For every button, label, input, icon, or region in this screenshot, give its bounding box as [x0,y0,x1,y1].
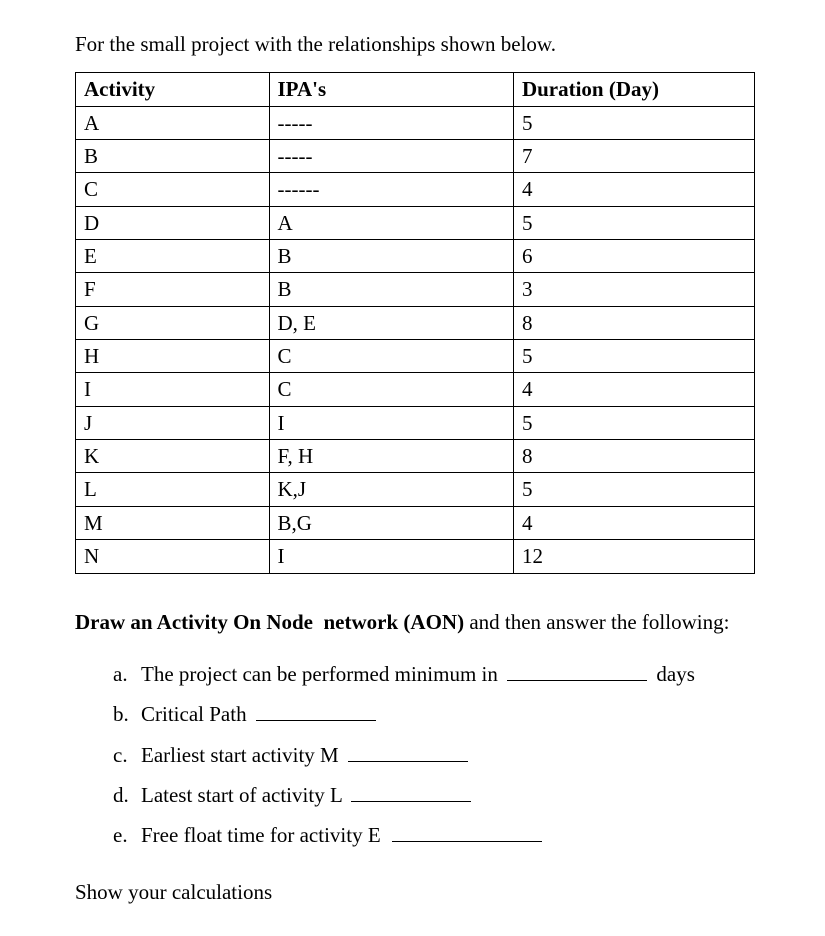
table-row: C------4 [76,173,755,206]
cell-duration: 4 [513,173,754,206]
cell-duration: 5 [513,340,754,373]
col-header-activity: Activity [76,73,270,106]
cell-ipa: ----- [269,106,513,139]
cell-duration: 8 [513,306,754,339]
blank-line [256,701,376,721]
table-row: FB3 [76,273,755,306]
table-row: LK,J5 [76,473,755,506]
cell-ipa: I [269,540,513,573]
question-text-after: days [656,662,695,686]
question-text: Earliest start activity M [141,743,339,767]
question-a: a. The project can be performed minimum … [113,660,755,688]
cell-ipa: ------ [269,173,513,206]
col-header-ipa: IPA's [269,73,513,106]
question-text: Free float time for activity E [141,823,381,847]
question-d: d. Latest start of activity L [113,781,755,809]
blank-line [348,742,468,762]
cell-duration: 4 [513,373,754,406]
question-text: Latest start of activity L [141,783,342,807]
table-row: MB,G4 [76,506,755,539]
cell-activity: K [76,440,270,473]
cell-ipa: C [269,340,513,373]
table-row: HC5 [76,340,755,373]
cell-activity: H [76,340,270,373]
cell-activity: L [76,473,270,506]
blank-line [351,782,471,802]
cell-ipa: A [269,206,513,239]
cell-activity: J [76,406,270,439]
questions-list: a. The project can be performed minimum … [75,660,755,850]
table-row: IC4 [76,373,755,406]
cell-ipa: I [269,406,513,439]
table-row: EB6 [76,240,755,273]
col-header-duration: Duration (Day) [513,73,754,106]
intro-text: For the small project with the relations… [75,30,755,58]
blank-line [392,822,542,842]
instruction-text: Draw an Activity On Node network (AON) a… [75,608,755,636]
question-marker: a. [113,660,128,688]
cell-activity: N [76,540,270,573]
table-row: NI12 [76,540,755,573]
question-marker: c. [113,741,128,769]
cell-duration: 12 [513,540,754,573]
question-text: Critical Path [141,702,247,726]
cell-activity: A [76,106,270,139]
instruction-bold-1: Draw an Activity On Node [75,610,313,634]
cell-duration: 5 [513,406,754,439]
cell-duration: 5 [513,106,754,139]
table-row: B-----7 [76,140,755,173]
cell-duration: 3 [513,273,754,306]
question-text: The project can be performed minimum in [141,662,498,686]
cell-duration: 7 [513,140,754,173]
question-b: b. Critical Path [113,700,755,728]
cell-activity: B [76,140,270,173]
cell-activity: M [76,506,270,539]
cell-duration: 6 [513,240,754,273]
table-row: JI5 [76,406,755,439]
instruction-rest: and then answer the following: [469,610,729,634]
cell-duration: 4 [513,506,754,539]
cell-duration: 8 [513,440,754,473]
cell-ipa: F, H [269,440,513,473]
cell-duration: 5 [513,206,754,239]
show-calculations-text: Show your calculations [75,878,755,906]
instruction-bold-2: network (AON) [324,610,465,634]
table-row: GD, E8 [76,306,755,339]
question-marker: e. [113,821,128,849]
question-c: c. Earliest start activity M [113,741,755,769]
cell-ipa: K,J [269,473,513,506]
blank-line [507,661,647,681]
cell-activity: G [76,306,270,339]
cell-activity: E [76,240,270,273]
table-row: KF, H8 [76,440,755,473]
question-marker: b. [113,700,129,728]
cell-activity: I [76,373,270,406]
cell-activity: D [76,206,270,239]
cell-ipa: B [269,240,513,273]
cell-activity: F [76,273,270,306]
table-row: DA5 [76,206,755,239]
question-e: e. Free float time for activity E [113,821,755,849]
cell-activity: C [76,173,270,206]
cell-ipa: ----- [269,140,513,173]
cell-ipa: D, E [269,306,513,339]
cell-duration: 5 [513,473,754,506]
activities-table: Activity IPA's Duration (Day) A-----5 B-… [75,72,755,573]
cell-ipa: B,G [269,506,513,539]
table-header-row: Activity IPA's Duration (Day) [76,73,755,106]
table-row: A-----5 [76,106,755,139]
cell-ipa: C [269,373,513,406]
cell-ipa: B [269,273,513,306]
question-marker: d. [113,781,129,809]
